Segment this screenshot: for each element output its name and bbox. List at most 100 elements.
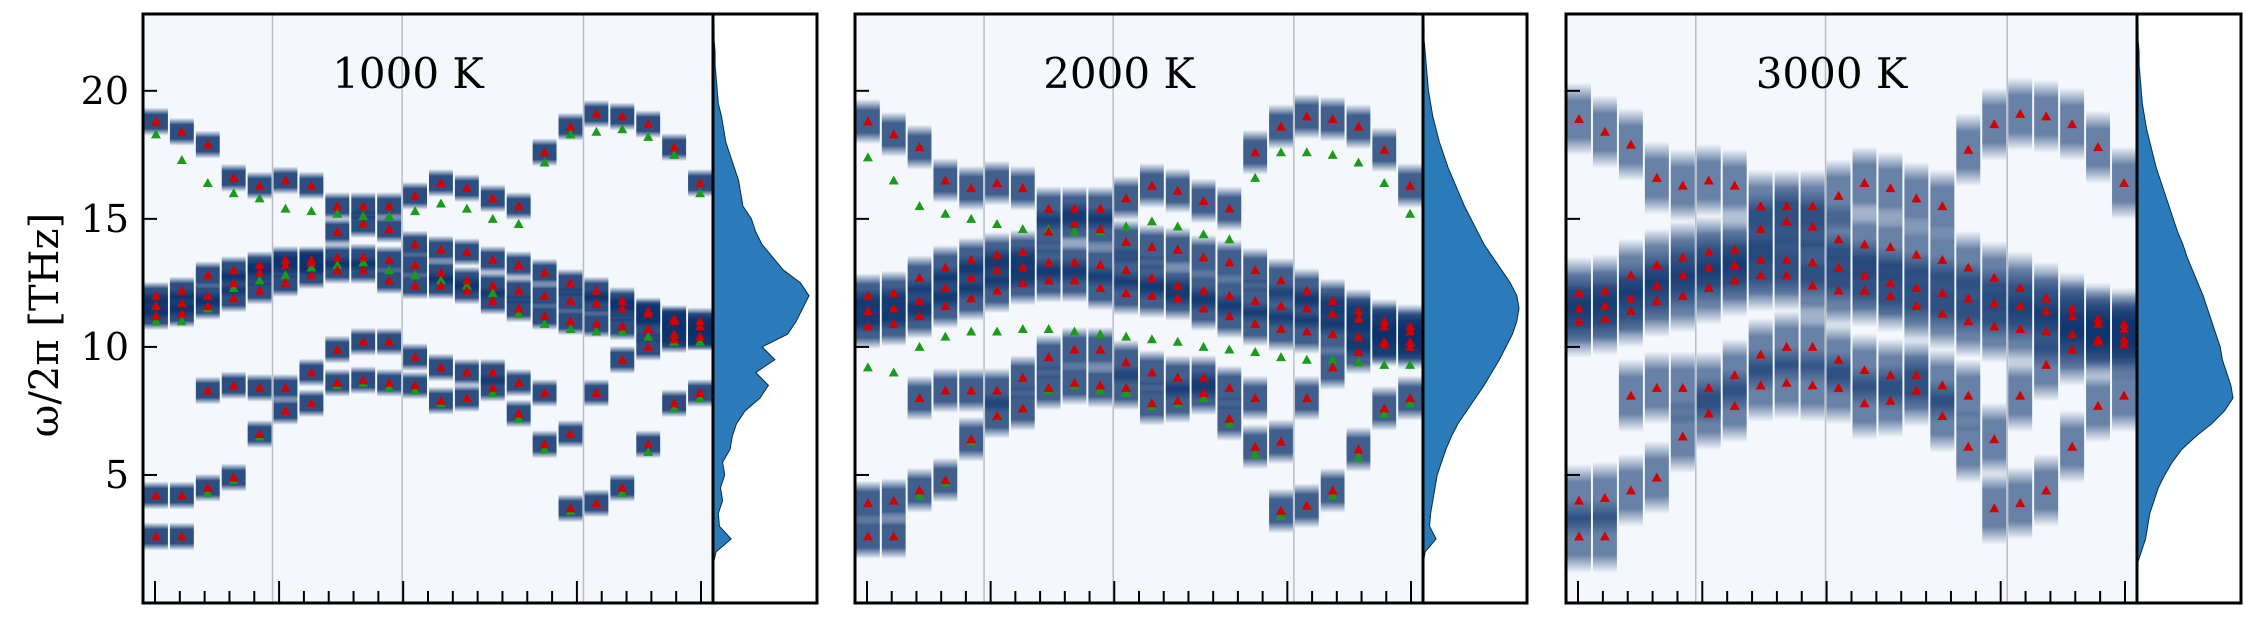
dft-marker [1379, 336, 1390, 346]
fit-marker [1069, 326, 1080, 336]
dft-marker [1198, 372, 1209, 382]
dft-marker [1379, 144, 1390, 154]
dft-marker [1405, 336, 1416, 346]
fit-marker [617, 487, 628, 497]
fit-marker [1198, 341, 1209, 351]
dft-marker [1937, 254, 1948, 264]
dft-marker [384, 224, 395, 234]
dft-marker [1963, 390, 1974, 400]
dft-marker [1989, 434, 2000, 444]
dft-marker [992, 411, 1002, 421]
fit-marker [1224, 344, 1235, 354]
dft-marker [435, 395, 446, 405]
dft-marker [1353, 313, 1364, 323]
dft-marker [1599, 300, 1610, 310]
dft-marker [1405, 321, 1416, 331]
dft-marker [1017, 277, 1028, 287]
dft-marker [1807, 221, 1818, 231]
dft-marker [966, 272, 977, 282]
dft-marker [1599, 285, 1610, 295]
fit-marker [1250, 449, 1261, 459]
fit-marker [1379, 359, 1390, 369]
fit-marker [1017, 224, 1028, 234]
dft-marker [1276, 275, 1286, 285]
dft-marker [228, 277, 239, 287]
fit-marker [966, 213, 977, 223]
dos-curve [2136, 26, 2234, 591]
fit-marker [306, 262, 317, 272]
dft-marker [150, 490, 161, 500]
fit-marker [1198, 393, 1209, 403]
dft-marker [1327, 295, 1338, 305]
dft-marker [1353, 121, 1364, 131]
dft-marker [150, 116, 161, 126]
dft-marker [513, 259, 524, 269]
dft-marker [2067, 329, 2078, 339]
dft-marker [1276, 505, 1286, 515]
fit-marker [1198, 229, 1209, 239]
dft-marker [1703, 247, 1714, 257]
fit-marker [669, 403, 680, 413]
dft-marker [1625, 139, 1636, 149]
dft-marker [1043, 352, 1054, 362]
dft-marker [280, 382, 291, 392]
panel-3: 3000 K [1564, 12, 2139, 605]
fit-marker [202, 487, 213, 497]
dft-marker [1121, 265, 1132, 275]
fit-marker [1405, 398, 1416, 408]
dft-marker [1703, 283, 1714, 293]
fit-marker [1405, 208, 1416, 218]
dft-marker [1276, 323, 1286, 333]
fit-marker [539, 157, 550, 167]
dft-marker [228, 265, 239, 275]
dft-marker [1781, 216, 1792, 226]
fit-marker [435, 198, 446, 208]
fit-marker [1301, 354, 1312, 364]
fit-marker [1353, 157, 1364, 167]
dft-marker [591, 318, 602, 328]
dft-marker [1885, 277, 1896, 287]
dft-marker [1121, 288, 1132, 298]
dft-marker [1833, 234, 1844, 244]
dft-marker [306, 270, 317, 280]
dft-marker [410, 190, 421, 200]
fit-marker [1353, 357, 1364, 367]
panel-temperature-label: 3000 K [1756, 49, 1909, 98]
fit-marker [1224, 234, 1235, 244]
dft-marker [254, 259, 265, 269]
fit-marker [461, 280, 472, 290]
dft-marker [202, 385, 213, 395]
dft-marker [695, 316, 706, 326]
dft-marker [1353, 331, 1364, 341]
fit-marker [1405, 359, 1416, 369]
dft-marker [1172, 395, 1183, 405]
dft-marker [487, 295, 498, 305]
fit-marker [539, 444, 550, 454]
fit-marker [862, 362, 873, 372]
dft-marker [695, 321, 706, 331]
dft-marker [1069, 257, 1080, 267]
dft-marker [1327, 485, 1338, 495]
dft-marker [461, 275, 472, 285]
dft-marker [513, 408, 524, 418]
fit-marker [306, 206, 317, 216]
fit-marker [1250, 172, 1261, 182]
dft-marker [1755, 224, 1766, 234]
dft-marker [1859, 178, 1870, 188]
dft-marker [1017, 372, 1028, 382]
dft-marker [150, 531, 161, 541]
dft-marker [228, 172, 239, 182]
fit-marker [384, 211, 395, 221]
dft-marker [1250, 393, 1261, 403]
dft-marker [1859, 270, 1870, 280]
fit-marker [565, 129, 576, 139]
dft-marker [2015, 108, 2026, 118]
fit-marker [966, 326, 977, 336]
dft-marker [1224, 203, 1235, 213]
dft-marker [2015, 300, 2026, 310]
dft-marker [176, 308, 187, 318]
dft-marker [1807, 380, 1818, 390]
dft-marker [2041, 485, 2052, 495]
dft-marker [1121, 193, 1132, 203]
dos-panel-2 [1421, 12, 1529, 605]
